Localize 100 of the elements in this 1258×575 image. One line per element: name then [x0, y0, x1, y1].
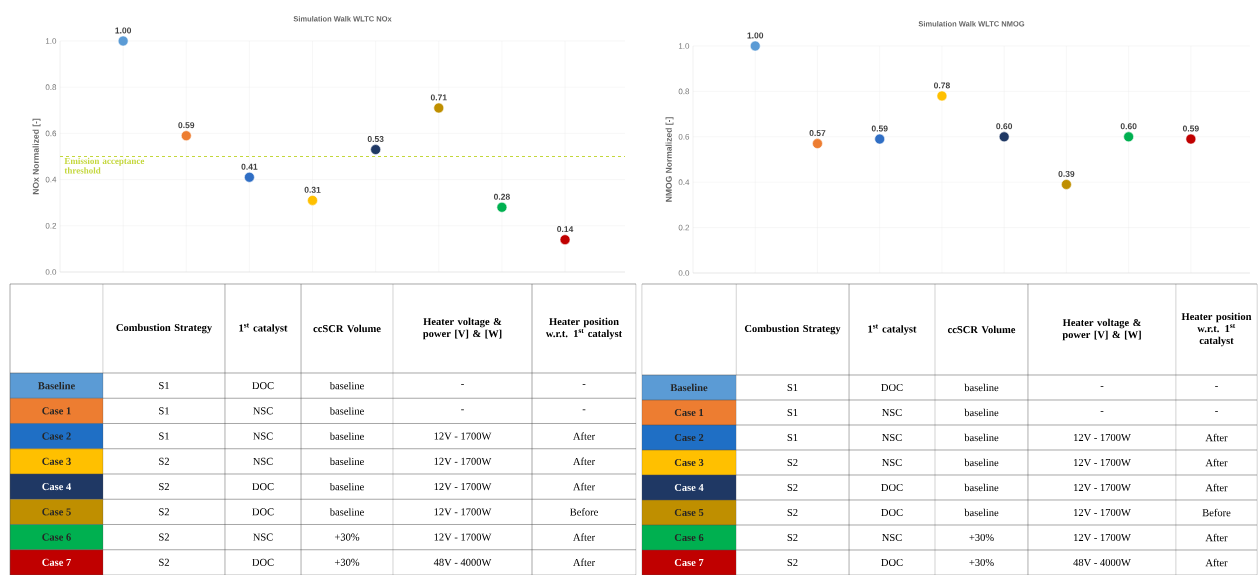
- text: Heater position w.r.t. 1$^{st}$ catalyst: [1181, 312, 1252, 347]
- y-tick-label: 0.0: [45, 269, 57, 275]
- y-tick-label: 1.0: [45, 38, 57, 44]
- data-label: 0.53: [367, 135, 384, 142]
- data-label: 0.28: [493, 193, 510, 200]
- category-label: Case 5: [674, 508, 704, 516]
- point: [307, 194, 318, 206]
- category-label: Case 1: [42, 407, 71, 415]
- text: NSC: [253, 457, 273, 465]
- text: NSC: [253, 432, 273, 440]
- data-label: 0.14: [557, 226, 574, 232]
- data-label: 0.39: [1058, 170, 1075, 177]
- y-tick-label: 1.0: [678, 43, 690, 49]
- data-label: 1.00: [747, 32, 764, 39]
- category-label: Case 5: [42, 508, 71, 516]
- text: ccSCR Volume: [313, 324, 381, 333]
- category-label: Case 7: [674, 558, 704, 566]
- text: 1$^{st}$ catalyst: [868, 324, 917, 335]
- data-label: 0.78: [934, 82, 950, 89]
- text: After: [573, 558, 595, 567]
- data-label: 0.60: [996, 123, 1013, 130]
- text: NSC: [253, 407, 273, 415]
- text: 12V - 1700W: [434, 482, 492, 491]
- text: +30%: [334, 533, 360, 541]
- point: [998, 131, 1010, 142]
- category-label: Case 3: [674, 458, 704, 466]
- text: 1$^{st}$ catalyst: [239, 323, 288, 334]
- data-label: 0.71: [430, 94, 447, 101]
- point: [433, 102, 445, 114]
- text: DOC: [881, 558, 903, 566]
- category-label: Baseline: [38, 381, 75, 390]
- y-tick-label: 0.0: [678, 270, 690, 276]
- text: ccSCR Volume: [947, 325, 1016, 334]
- point: [812, 138, 823, 149]
- text: baseline: [329, 432, 364, 440]
- category-label: Case 3: [42, 457, 71, 465]
- point: [874, 133, 886, 145]
- point: [749, 40, 761, 52]
- data-label: 0.60: [1120, 123, 1137, 130]
- text: -: [461, 409, 464, 411]
- text: -: [1100, 385, 1104, 387]
- text: After: [1205, 458, 1228, 467]
- text: After: [573, 457, 595, 466]
- text: baseline: [964, 508, 999, 517]
- text: baseline: [964, 433, 999, 442]
- text: S2: [159, 533, 169, 541]
- text: After: [1205, 558, 1228, 567]
- category-label: Case 6: [674, 533, 704, 541]
- data-label: 0.59: [1182, 125, 1199, 132]
- y-tick-label: 0.6: [678, 133, 690, 140]
- text: S2: [159, 558, 169, 566]
- category-label: Case 4: [42, 482, 72, 491]
- text: baseline: [329, 381, 364, 390]
- text: +30%: [969, 558, 994, 566]
- text: baseline: [964, 408, 999, 417]
- text: 48V - 4000W: [433, 558, 492, 566]
- text: baseline: [329, 407, 364, 415]
- text: baseline: [329, 482, 364, 491]
- point: [370, 144, 381, 155]
- point: [1061, 179, 1072, 190]
- text: 12V - 1700W: [1074, 508, 1131, 516]
- text: 12V - 1700W: [1074, 533, 1131, 541]
- text: baseline: [964, 458, 999, 467]
- y-tick-label: 0.4: [678, 179, 690, 185]
- text: DOC: [881, 508, 903, 516]
- text: -: [1215, 410, 1218, 412]
- text: -: [1100, 410, 1104, 412]
- text: 12V - 1700W: [1074, 483, 1131, 491]
- text: S1: [787, 433, 798, 441]
- text: DOC: [252, 558, 274, 566]
- y-axis-title: NMOG Normalized [-]: [665, 117, 674, 202]
- category-label: Case 2: [42, 432, 71, 440]
- text: Before: [1202, 508, 1231, 517]
- category-label: Baseline: [670, 383, 708, 392]
- text: DOC: [881, 383, 903, 391]
- y-tick-label: 0.2: [45, 222, 57, 229]
- data-label: 0.57: [809, 129, 826, 136]
- category-label: Case 2: [674, 433, 704, 441]
- y-tick-label: 0.6: [45, 130, 57, 137]
- ref-line-label: Emission acceptance threshold: [64, 157, 145, 174]
- text: S2: [787, 533, 798, 541]
- category-label: Case 6: [42, 533, 71, 541]
- text: S2: [159, 457, 169, 465]
- y-tick-label: 0.4: [45, 176, 57, 183]
- text: DOC: [881, 483, 903, 491]
- text: 12V - 1700W: [434, 457, 492, 465]
- text: 12V - 1700W: [1074, 458, 1131, 466]
- category-label: Case 4: [674, 483, 704, 491]
- point: [1185, 133, 1197, 145]
- text: DOC: [252, 482, 274, 491]
- text: S1: [787, 408, 798, 416]
- text: baseline: [964, 383, 999, 392]
- y-axis-title: NOx Normalized [-]: [32, 118, 41, 195]
- y-tick-label: 0.8: [678, 88, 690, 95]
- text: S2: [787, 508, 798, 516]
- point: [496, 201, 508, 213]
- text: -: [1215, 385, 1218, 387]
- text: Heater position w.r.t. 1$^{st}$ catalyst: [545, 317, 623, 340]
- point: [1123, 131, 1134, 142]
- text: -: [461, 384, 464, 385]
